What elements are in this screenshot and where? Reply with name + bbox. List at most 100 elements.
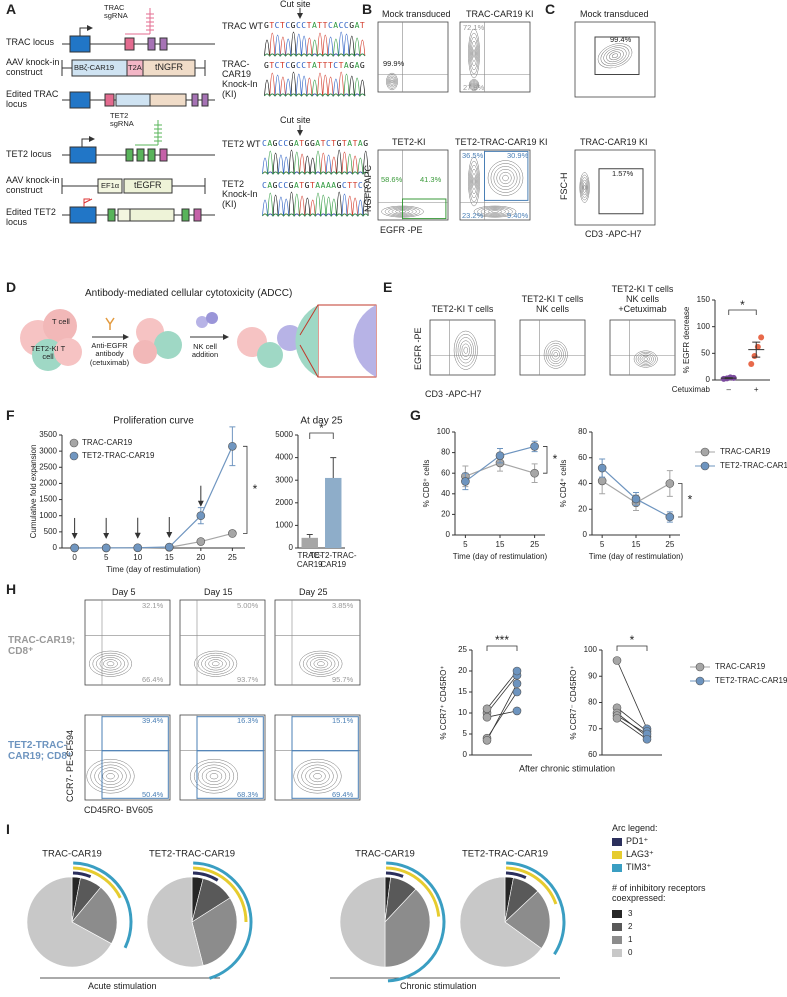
trac-diagram (61, 8, 215, 109)
x-tick-label: 5 (600, 540, 605, 549)
contour (468, 79, 480, 91)
contour (549, 347, 562, 362)
cell (257, 342, 283, 368)
y-tick-label: 2000 (39, 479, 57, 488)
panel-letter: H (6, 581, 17, 597)
gate-percent: 16.3% (237, 716, 259, 725)
series-line (74, 446, 233, 549)
legend-label: 1 (628, 935, 633, 944)
group-label: Acute stimulation (88, 981, 157, 991)
bracket (243, 445, 248, 534)
panel-letter: E (383, 279, 393, 295)
promoter (79, 25, 93, 36)
y-tick-label: 150 (697, 295, 711, 304)
data-point (495, 451, 505, 460)
insert (115, 93, 151, 107)
contour (309, 770, 326, 783)
pair-line (486, 670, 518, 710)
contour (94, 764, 127, 788)
y-tick-label: 1500 (39, 495, 57, 504)
exon (147, 148, 156, 162)
contour (471, 45, 477, 62)
data-point (101, 543, 111, 553)
legend-label: 2 (628, 922, 633, 931)
legend-marker (695, 676, 705, 686)
plot-title: Day 15 (204, 587, 233, 597)
y-tick-label: 3000 (275, 475, 293, 484)
receptor-arc (193, 866, 248, 923)
legend-marker (69, 438, 79, 448)
contour (635, 351, 656, 367)
gate (101, 750, 169, 799)
plot-title: Day 5 (112, 587, 136, 597)
flow-frame (377, 149, 449, 221)
cell-edge (353, 305, 376, 377)
tegfr-box (123, 178, 173, 194)
legend-swatch (612, 910, 622, 918)
bracket (486, 645, 518, 651)
cell (133, 340, 157, 364)
flow-frame (574, 149, 656, 226)
exon (136, 148, 145, 162)
legend-label: TRAC-CAR19 (715, 662, 766, 671)
data-point (512, 687, 522, 697)
contour (189, 758, 239, 794)
panel-letter: D (6, 279, 17, 295)
y-axis-label: % CD8⁺ cells (422, 460, 431, 508)
label: TRAC WT (222, 21, 263, 31)
plot-title: TET2-KI T cells NK cells +Cetuximab (611, 284, 674, 314)
exon (104, 93, 115, 107)
cell (43, 309, 77, 343)
contour (463, 346, 468, 354)
contour (643, 357, 648, 361)
contour (470, 36, 478, 71)
contour (499, 171, 512, 185)
contour (103, 659, 118, 669)
gate-percent: 50.4% (142, 790, 164, 799)
y-tick-label: 1000 (275, 521, 293, 530)
pie-slice (146, 876, 204, 968)
trace (262, 192, 369, 217)
y-tick-label: 100 (437, 427, 451, 436)
label: TRAC locus (6, 37, 55, 47)
y-tick-label: 2500 (39, 462, 57, 471)
plot-title: Day 25 (299, 587, 328, 597)
series-line (74, 532, 233, 549)
label: AAV knock-in construct (6, 57, 60, 77)
pie-slice (71, 886, 118, 945)
label: NK cell addition (191, 342, 219, 360)
label: TRAC-CAR19 Knock-In (KI) (222, 59, 258, 99)
contour (386, 72, 398, 91)
receptor-arc (73, 861, 133, 949)
contour (302, 652, 339, 675)
contour (484, 208, 506, 215)
y-tick-label: 4000 (275, 453, 293, 462)
contour (387, 74, 397, 89)
data-point (482, 735, 492, 745)
contour (99, 657, 122, 671)
exon (191, 93, 199, 107)
plot-title: Mock transduced (580, 9, 649, 19)
contour (201, 767, 227, 785)
y-tick-label: 3000 (39, 446, 57, 455)
chart-title: Proliferation curve (113, 416, 194, 427)
y-tick-label: 5 (463, 729, 468, 738)
sgrna (135, 120, 162, 146)
contour (92, 652, 129, 675)
contour (633, 350, 658, 368)
data-point (196, 511, 206, 521)
exon (147, 37, 156, 51)
flow-frame (429, 319, 496, 376)
nk-cell (196, 316, 208, 328)
cell (154, 331, 182, 359)
contour (579, 172, 590, 203)
x-axis-label: Time (day of restimulation) (589, 552, 684, 561)
contour (581, 179, 588, 196)
contour (86, 758, 135, 794)
contour (641, 356, 650, 363)
annotation: * (253, 482, 258, 496)
contour (470, 81, 478, 89)
contour (297, 761, 338, 791)
contour (609, 51, 621, 61)
